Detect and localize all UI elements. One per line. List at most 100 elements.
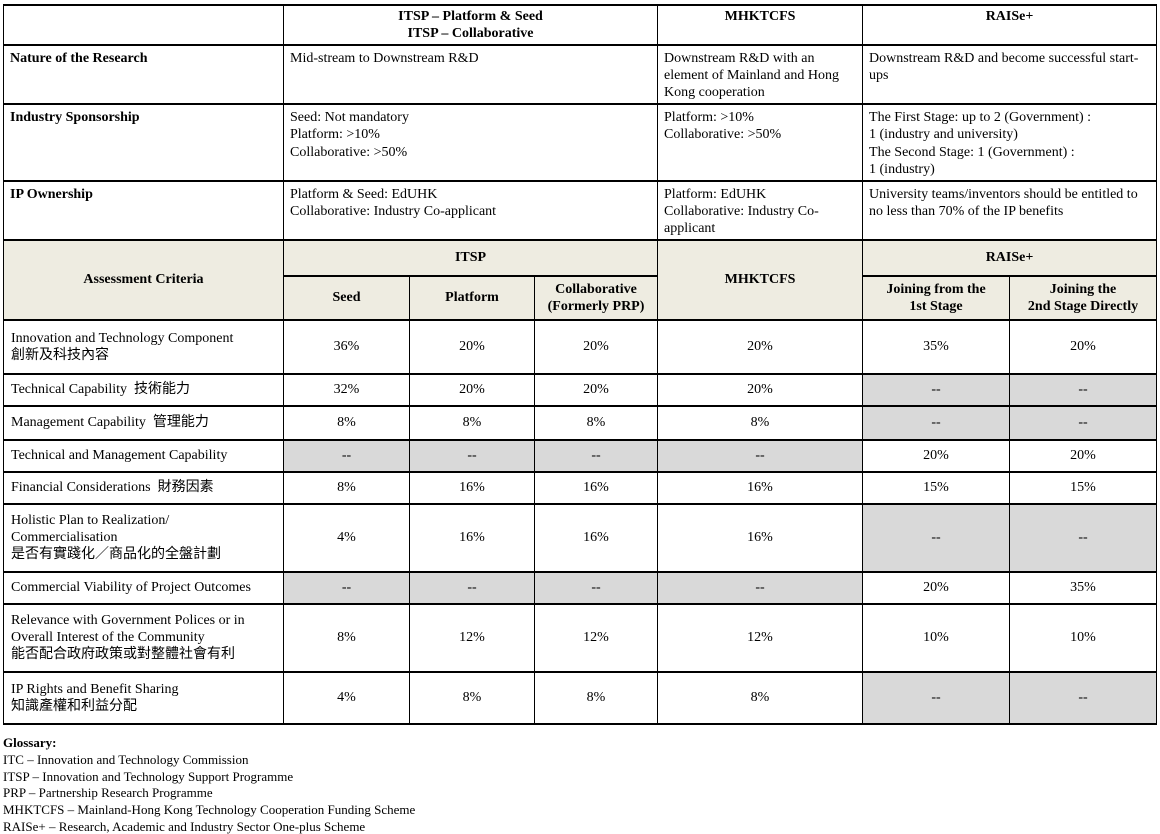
not-applicable-cell: -- xyxy=(1009,404,1158,441)
criteria-label: Management Capability 管理能力 xyxy=(3,404,284,441)
not-applicable-cell: -- xyxy=(1009,372,1158,407)
weight-value-cell: 16% xyxy=(409,502,535,573)
assessment-itsp-group: ITSP xyxy=(282,238,659,277)
glossary: Glossary: ITC – Innovation and Technolog… xyxy=(3,735,1158,834)
weight-value-cell: 4% xyxy=(283,502,410,573)
not-applicable-cell: -- xyxy=(409,570,535,605)
weight-value-cell: 20% xyxy=(533,318,659,375)
weight-value-cell: 8% xyxy=(533,404,659,441)
weight-value-cell: 20% xyxy=(862,438,1011,473)
not-applicable-cell: -- xyxy=(533,438,659,473)
not-applicable-cell: -- xyxy=(862,404,1011,441)
blank-corner-cell xyxy=(3,3,284,47)
weight-value-cell: 20% xyxy=(533,372,659,407)
weight-value-cell: 16% xyxy=(533,470,659,505)
raise-header: RAISe+ xyxy=(862,3,1158,47)
weight-value-cell: 36% xyxy=(283,318,410,375)
glossary-item-itc: ITC – Innovation and Technology Commissi… xyxy=(3,751,249,767)
weight-value-cell: 35% xyxy=(1009,570,1158,605)
programme-header-row: ITSP – Platform & Seed ITSP – Collaborat… xyxy=(3,3,1158,47)
mhktcfs-header: MHKTCFS xyxy=(657,3,864,47)
criteria-label: Relevance with Government Polices or in … xyxy=(3,602,284,673)
weight-value-cell: 16% xyxy=(657,502,864,573)
weight-value-cell: 12% xyxy=(657,602,864,673)
weight-value-cell: 8% xyxy=(657,404,864,441)
itsp-header: ITSP – Platform & Seed ITSP – Collaborat… xyxy=(282,3,659,47)
not-applicable-cell: -- xyxy=(657,438,864,473)
not-applicable-cell: -- xyxy=(1009,670,1158,725)
weight-value-cell: 8% xyxy=(283,602,410,673)
weight-value-cell: 20% xyxy=(862,570,1011,605)
ip-ownership-mhktcfs: Platform: EdUHK Collaborative: Industry … xyxy=(657,179,864,241)
subheader-collaborative: Collaborative (Formerly PRP) xyxy=(533,274,659,321)
weight-value-cell: 20% xyxy=(657,372,864,407)
glossary-item-itsp: ITSP – Innovation and Technology Support… xyxy=(3,768,294,784)
assessment-row: Relevance with Government Polices or in … xyxy=(3,602,1158,673)
weight-value-cell: 8% xyxy=(409,404,535,441)
weight-value-cell: 16% xyxy=(533,502,659,573)
weight-value-cell: 10% xyxy=(862,602,1011,673)
sponsorship-label: Industry Sponsorship xyxy=(3,103,284,182)
weight-value-cell: 8% xyxy=(409,670,535,725)
subheader-raise-first-stage: Joining from the 1st Stage xyxy=(862,274,1011,321)
glossary-item-mhktcfs: MHKTCFS – Mainland-Hong Kong Technology … xyxy=(3,802,416,818)
weight-value-cell: 20% xyxy=(1009,438,1158,473)
weight-value-cell: 8% xyxy=(533,670,659,725)
weight-value-cell: 4% xyxy=(283,670,410,725)
weight-value-cell: 8% xyxy=(283,404,410,441)
weight-value-cell: 32% xyxy=(283,372,410,407)
subheader-seed: Seed xyxy=(283,274,410,321)
weight-value-cell: 15% xyxy=(1009,470,1158,505)
nature-itsp: Mid-stream to Downstream R&D xyxy=(282,44,659,106)
assessment-row: Financial Considerations 財務因素 8% 16% 16% 16%… xyxy=(3,470,1158,505)
weight-value-cell: 8% xyxy=(657,670,864,725)
assessment-row: IP Rights and Benefit Sharing 知識產權和利益分配 4… xyxy=(3,670,1158,725)
comparison-table: ITSP – Platform & Seed ITSP – Collaborat… xyxy=(3,3,1158,725)
not-applicable-cell: -- xyxy=(283,438,410,473)
sponsorship-raise: The First Stage: up to 2 (Government) : … xyxy=(862,103,1158,182)
not-applicable-cell: -- xyxy=(533,570,659,605)
not-applicable-cell: -- xyxy=(657,570,864,605)
not-applicable-cell: -- xyxy=(283,570,410,605)
assessment-group-header-row: Assessment Criteria ITSP MHKTCFS RAISe+ xyxy=(3,238,1158,321)
weight-value-cell: 15% xyxy=(862,470,1011,505)
assessment-row: Innovation and Technology Component 創新及科… xyxy=(3,318,1158,375)
sponsorship-mhktcfs: Platform: >10% Collaborative: >50% xyxy=(657,103,864,182)
weight-value-cell: 20% xyxy=(1009,318,1158,375)
weight-value-cell: 8% xyxy=(283,470,410,505)
assessment-raise-group: RAISe+ xyxy=(862,238,1158,277)
criteria-label: Technical and Management Capability xyxy=(3,438,284,473)
assessment-rows: Innovation and Technology Component 創新及科… xyxy=(3,318,1158,725)
not-applicable-cell: -- xyxy=(862,670,1011,725)
nature-row: Nature of the Research Mid-stream to Dow… xyxy=(3,44,1158,106)
assessment-row: Commercial Viability of Project Outcomes… xyxy=(3,570,1158,605)
assessment-mhktcfs-group: MHKTCFS xyxy=(657,238,864,321)
assessment-row: Technical and Management Capability -- -- -… xyxy=(3,438,1158,473)
nature-raise: Downstream R&D and become successful sta… xyxy=(862,44,1158,106)
criteria-label: Technical Capability 技術能力 xyxy=(3,372,284,407)
weight-value-cell: 10% xyxy=(1009,602,1158,673)
criteria-label: Financial Considerations 財務因素 xyxy=(3,470,284,505)
not-applicable-cell: -- xyxy=(862,502,1011,573)
sponsorship-itsp: Seed: Not mandatory Platform: >10% Colla… xyxy=(282,103,659,182)
weight-value-cell: 16% xyxy=(657,470,864,505)
not-applicable-cell: -- xyxy=(1009,502,1158,573)
assessment-row: Technical Capability 技術能力 32% 20% 20% 20% -- -… xyxy=(3,372,1158,407)
weight-value-cell: 12% xyxy=(409,602,535,673)
weight-value-cell: 12% xyxy=(533,602,659,673)
weight-value-cell: 35% xyxy=(862,318,1011,375)
sponsorship-row: Industry Sponsorship Seed: Not mandatory… xyxy=(3,103,1158,182)
glossary-title: Glossary: xyxy=(3,734,57,750)
nature-label: Nature of the Research xyxy=(3,44,284,106)
assessment-sub-header-row: Seed Platform Collaborative (Formerly PR… xyxy=(4,274,1158,321)
ip-ownership-raise: University teams/inventors should be ent… xyxy=(862,179,1158,241)
ip-ownership-itsp: Platform & Seed: EdUHK Collaborative: In… xyxy=(282,179,659,241)
nature-mhktcfs: Downstream R&D with an element of Mainla… xyxy=(657,44,864,106)
assessment-row: Management Capability 管理能力 8% 8% 8% 8% -- -- xyxy=(3,404,1158,441)
ip-ownership-label: IP Ownership xyxy=(3,179,284,241)
criteria-label: Innovation and Technology Component 創新及科… xyxy=(3,318,284,375)
subheader-raise-second-stage: Joining the 2nd Stage Directly xyxy=(1009,274,1158,321)
not-applicable-cell: -- xyxy=(409,438,535,473)
criteria-label: IP Rights and Benefit Sharing 知識產權和利益分配 xyxy=(3,670,284,725)
weight-value-cell: 16% xyxy=(409,470,535,505)
